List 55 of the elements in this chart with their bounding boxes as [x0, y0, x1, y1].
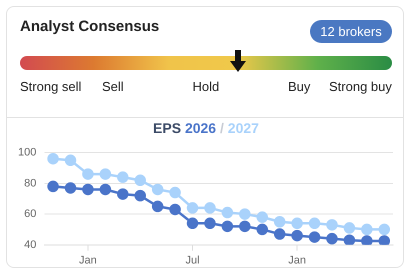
point [204, 218, 216, 230]
point [222, 220, 234, 232]
point [82, 168, 94, 180]
point [47, 152, 59, 164]
y-tick-label: 80 [24, 177, 36, 190]
x-tick-label: Jul [185, 254, 200, 266]
point [152, 200, 164, 212]
category-label: Strong buy [329, 79, 392, 94]
point [204, 202, 216, 214]
point [134, 174, 146, 186]
y-tick-label: 60 [24, 208, 36, 220]
text: Analyst Consensus [20, 18, 160, 35]
point [256, 224, 268, 236]
point [308, 218, 320, 230]
point [344, 234, 356, 245]
point [308, 231, 320, 243]
point [186, 202, 198, 214]
point [186, 218, 198, 230]
point [64, 154, 76, 166]
point [239, 220, 251, 232]
x-tick-label: Jan [288, 254, 306, 266]
point [239, 208, 251, 220]
point [169, 204, 181, 216]
point [134, 190, 146, 202]
point [291, 218, 303, 230]
point [64, 182, 76, 194]
point [378, 224, 390, 236]
point [326, 219, 338, 231]
x-tick-label: Jan [79, 254, 97, 266]
point [169, 186, 181, 198]
point [274, 216, 286, 228]
point [378, 235, 390, 245]
point [47, 180, 59, 192]
y-tick-label: 100 [18, 146, 36, 159]
point [82, 184, 94, 196]
point [100, 168, 112, 180]
point [222, 206, 234, 218]
point [326, 232, 338, 244]
text: 12 brokers [310, 20, 392, 43]
point [152, 184, 164, 196]
category-label: Strong sell [20, 79, 82, 94]
point [361, 224, 373, 236]
category-label: Buy [288, 79, 310, 94]
category-label: Sell [102, 79, 124, 94]
point [100, 184, 112, 196]
category-label: Hold [192, 79, 220, 94]
point [256, 211, 268, 223]
point [117, 171, 129, 183]
y-tick-label: 40 [24, 238, 36, 251]
point [344, 222, 356, 234]
point [117, 188, 129, 200]
point [361, 235, 373, 245]
point [274, 228, 286, 240]
point [291, 230, 303, 242]
chart-title: EPS 2026 / 2027 [153, 120, 259, 136]
